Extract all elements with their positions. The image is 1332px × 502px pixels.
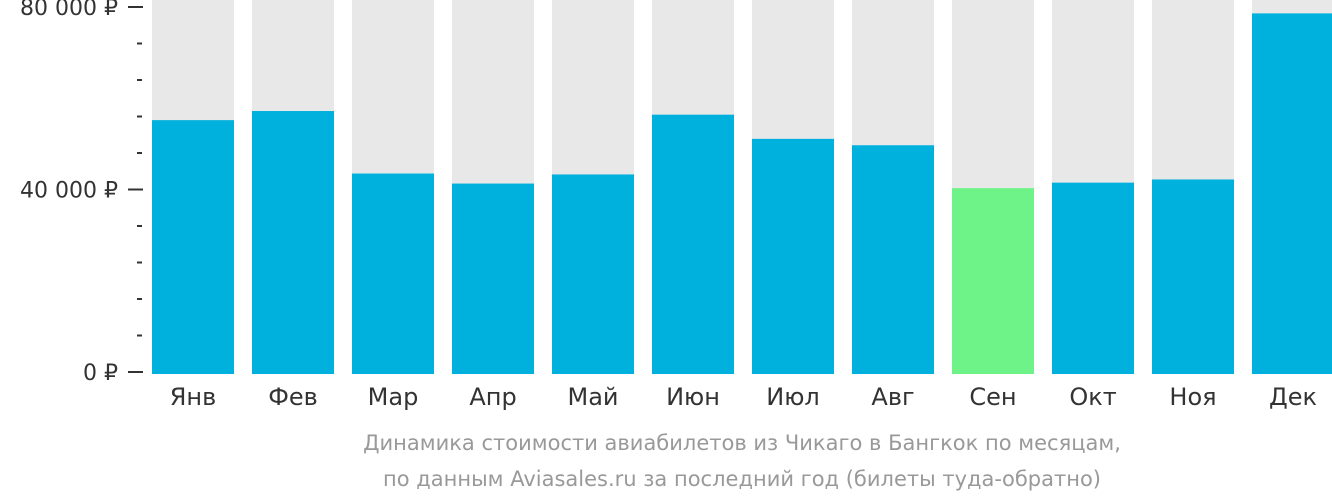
bar-12[interactable] <box>1252 13 1332 374</box>
bar-1[interactable] <box>152 120 234 375</box>
x-tick-label: Окт <box>1069 383 1116 411</box>
bar-4[interactable] <box>452 183 534 374</box>
x-axis: Янв Фев Мар Апр Май Июн Июл Авг Сен Окт Ноя Дек <box>170 383 1317 411</box>
y-tick-label: 40 000 ₽ <box>20 179 118 204</box>
x-tick-label: Май <box>567 383 618 411</box>
chart-caption-line-2: по данным Aviasales.ru за последний год … <box>383 467 1101 491</box>
chart-caption-line-1: Динамика стоимости авиабилетов из Чикаго… <box>363 431 1121 455</box>
x-tick-label: Авг <box>871 383 914 411</box>
bar-3[interactable] <box>352 173 434 374</box>
x-tick-label: Ноя <box>1169 383 1216 411</box>
y-tick-label: 0 ₽ <box>83 361 118 386</box>
bar-11[interactable] <box>1152 179 1234 374</box>
data-bars <box>152 13 1332 375</box>
x-tick-label: Фев <box>268 383 318 411</box>
y-tick-label: 80 000 ₽ <box>20 0 118 21</box>
bar-9[interactable] <box>952 188 1034 374</box>
x-tick-label: Мар <box>368 383 419 411</box>
bar-10[interactable] <box>1052 182 1134 374</box>
bar-6[interactable] <box>652 114 734 375</box>
bar-5[interactable] <box>552 174 634 374</box>
x-tick-label: Июн <box>666 383 720 411</box>
bar-2[interactable] <box>252 111 334 375</box>
x-tick-label: Янв <box>170 383 217 411</box>
bar-8[interactable] <box>852 145 934 374</box>
x-tick-label: Апр <box>469 383 516 411</box>
x-tick-label: Дек <box>1269 383 1317 411</box>
x-tick-label: Сен <box>969 383 1016 411</box>
y-axis: 0 ₽ 40 000 ₽ 80 000 ₽ <box>20 0 143 386</box>
bar-7[interactable] <box>752 138 834 374</box>
x-tick-label: Июл <box>766 383 820 411</box>
